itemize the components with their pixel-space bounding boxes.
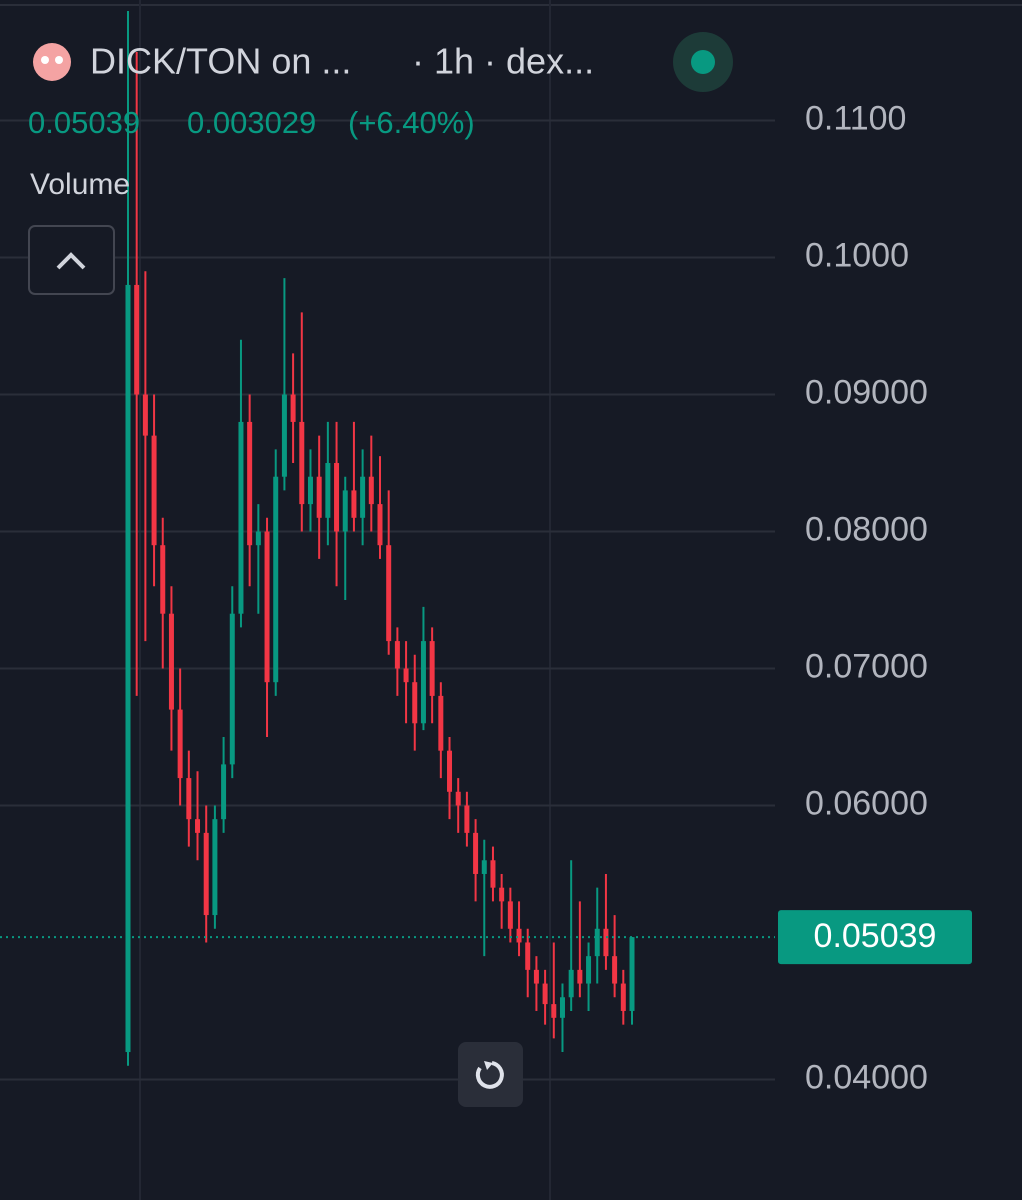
candle-body — [577, 969, 583, 984]
y-tick-label: 0.1100 — [805, 100, 906, 138]
candle-body — [264, 531, 270, 683]
y-tick-label: 0.08000 — [805, 510, 928, 548]
candle-body — [594, 928, 600, 957]
candle-body — [316, 476, 322, 518]
collapse-icon — [56, 252, 86, 270]
candle-body — [507, 901, 513, 929]
candles — [125, 10, 635, 1066]
candle-body — [168, 613, 174, 710]
candle-body — [516, 928, 522, 943]
change: 0.003029 — [187, 105, 316, 140]
status-dot — [691, 50, 715, 74]
candle-body — [368, 476, 374, 505]
y-tick-label: 0.04000 — [805, 1058, 928, 1096]
candle-body — [586, 956, 592, 984]
candle-body — [559, 997, 565, 1018]
volume-label: Volume — [30, 168, 130, 201]
candle-body — [142, 394, 148, 436]
candle-body — [221, 764, 227, 820]
candle-body — [551, 1004, 557, 1018]
candle-body — [238, 421, 244, 614]
change-pct: (+6.40%) — [348, 105, 475, 140]
candle-body — [351, 490, 357, 518]
candle-body — [542, 983, 548, 1005]
candle-body — [134, 284, 140, 395]
candle-body — [299, 421, 305, 505]
candle-body — [160, 545, 166, 614]
collapse-button[interactable] — [28, 225, 115, 295]
candle-body — [447, 750, 453, 792]
candle-body — [533, 969, 539, 984]
candle-body — [212, 819, 218, 916]
last-price-tag-label: 0.05039 — [814, 917, 937, 955]
candle-body — [429, 641, 435, 696]
symbol: DICK/TON on ... — [90, 41, 351, 82]
candle-body — [464, 805, 470, 833]
reset-icon-arrow — [484, 1061, 493, 1070]
candle-body — [281, 394, 287, 477]
candle-body — [151, 435, 157, 546]
candle-body — [273, 476, 279, 683]
candle-body — [229, 613, 235, 765]
candle-body — [481, 860, 487, 874]
candle-body — [360, 476, 366, 518]
token-icon — [33, 43, 71, 81]
candle-body — [290, 394, 296, 422]
candle-body — [386, 545, 392, 642]
candle-body — [629, 937, 635, 1011]
candle-body — [568, 969, 574, 998]
candle-body — [403, 668, 409, 683]
y-tick-label: 0.06000 — [805, 784, 928, 822]
candle-body — [420, 641, 426, 724]
candle-body — [455, 791, 461, 806]
last-price: 0.05039 — [28, 105, 140, 140]
candle-body — [195, 819, 201, 833]
meta: · 1h · dex... — [412, 41, 594, 82]
candle-body — [334, 463, 340, 532]
last-price-tag — [778, 910, 972, 965]
candle-body — [412, 682, 418, 724]
reset-icon — [475, 1061, 504, 1089]
y-tick-label: 0.1000 — [805, 237, 909, 275]
candle-body — [177, 709, 183, 779]
candle-body — [307, 476, 313, 505]
candle-body — [247, 421, 253, 546]
candle-body — [377, 504, 383, 546]
candle-body — [203, 832, 209, 916]
candle-body — [612, 956, 618, 984]
candle-body — [499, 887, 505, 902]
icon-eye — [41, 56, 49, 64]
candle-body — [438, 695, 444, 751]
candle-body — [342, 490, 348, 532]
candle-body — [125, 284, 131, 1053]
candle-body — [620, 983, 626, 1011]
candle-body — [255, 531, 261, 546]
candle-body — [186, 778, 192, 820]
icon-eye — [55, 56, 63, 64]
y-tick-label: 0.09000 — [805, 374, 928, 412]
reset-button[interactable] — [458, 1042, 523, 1107]
candle-body — [490, 860, 496, 888]
candle-body — [473, 832, 479, 874]
y-tick-label: 0.07000 — [805, 647, 928, 685]
candle-body — [525, 942, 531, 970]
candle-body — [325, 463, 331, 518]
candle-body — [603, 928, 609, 957]
candle-body — [394, 641, 400, 669]
